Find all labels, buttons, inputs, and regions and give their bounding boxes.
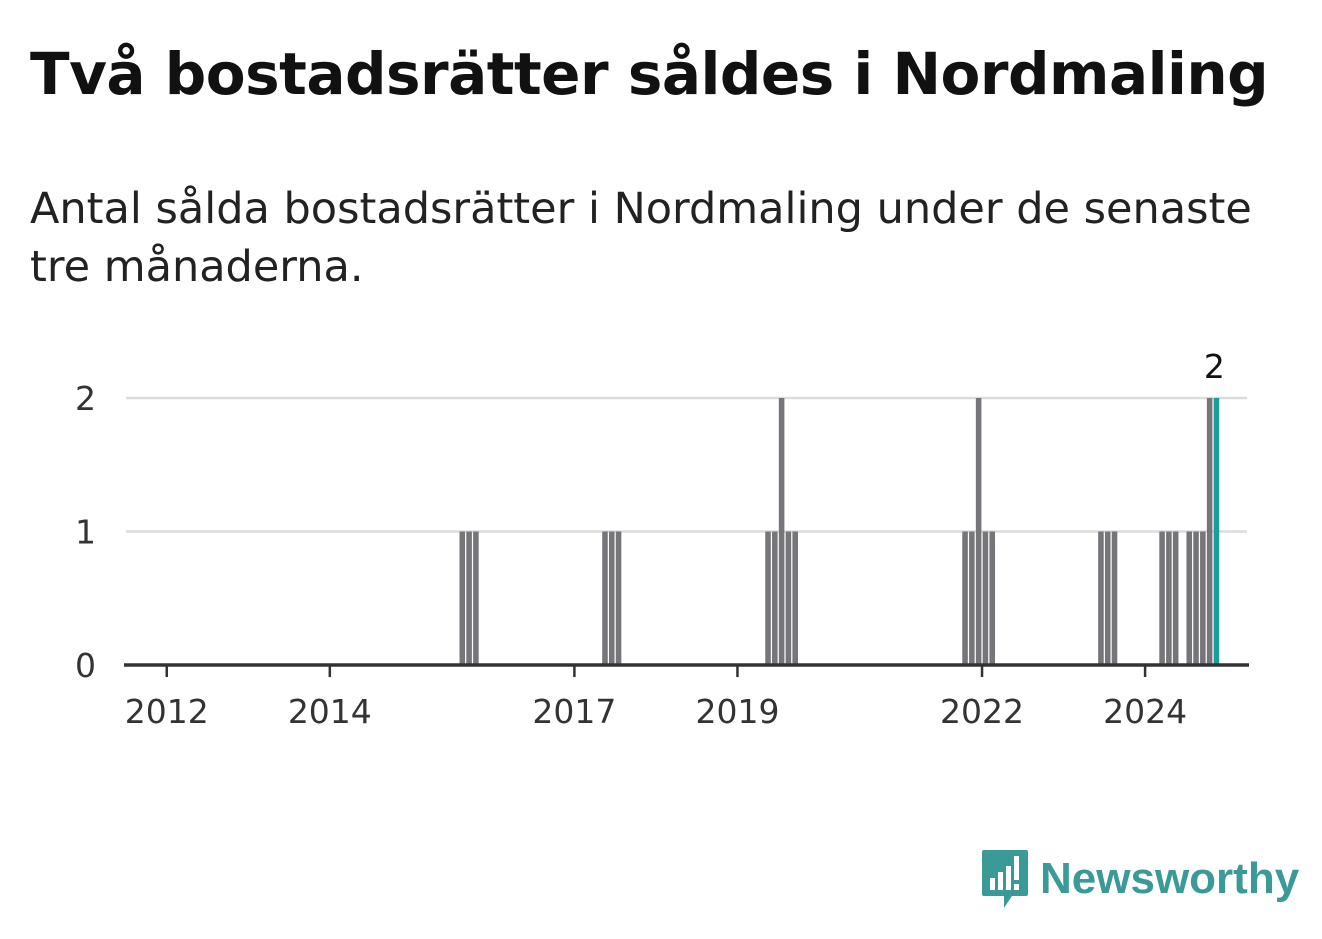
x-tick-label: 2024 (1103, 692, 1187, 731)
bar (765, 531, 771, 665)
bar (778, 398, 785, 665)
tick-labels: 0 1 2 2 2012 2014 2017 2019 2022 2024 (75, 347, 1225, 731)
bar (1200, 531, 1206, 665)
bar (466, 531, 472, 665)
bar (1206, 398, 1213, 665)
newsworthy-logo-icon (982, 850, 1028, 908)
bar (602, 531, 608, 665)
x-tick-label: 2014 (288, 692, 372, 731)
chart-subtitle: Antal sålda bostadsrätter i Nordmaling u… (30, 184, 1252, 292)
x-tick-label: 2022 (940, 692, 1024, 731)
bars (459, 398, 1220, 665)
bar (1166, 531, 1172, 665)
bar (1111, 531, 1118, 665)
gridlines (126, 396, 1247, 533)
bar (459, 531, 466, 665)
bar-highlight (1213, 398, 1220, 665)
y-tick-label: 1 (75, 513, 96, 552)
x-tick-label: 2019 (695, 692, 779, 731)
x-tick-label: 2012 (125, 692, 209, 731)
bar (608, 531, 615, 665)
bar (615, 531, 622, 665)
bar (982, 531, 989, 665)
brand-logo: Newsworthy (980, 848, 1299, 910)
bar (969, 531, 975, 665)
chart-title: Två bostadsrätter såldes i Nordmaling (30, 40, 1269, 108)
bar (1159, 531, 1165, 665)
brand-name: Newsworthy (1040, 854, 1300, 903)
y-tick-label: 0 (75, 646, 96, 685)
bar (792, 531, 798, 665)
bar-chart: 0 1 2 2 2012 2014 2017 2019 2022 2024 (75, 347, 1249, 731)
bar (1172, 531, 1179, 665)
bar (473, 531, 479, 665)
bar-value-label: 2 (1204, 347, 1225, 386)
bar (1193, 531, 1199, 665)
bar (989, 531, 996, 665)
axes (124, 663, 1249, 677)
bar (1098, 531, 1104, 665)
bar (1186, 531, 1193, 665)
x-tick-label: 2017 (532, 692, 616, 731)
bar (975, 398, 982, 665)
bar (1104, 531, 1111, 665)
y-tick-label: 2 (75, 379, 96, 418)
bar (785, 531, 792, 665)
bar (962, 531, 968, 665)
bar (772, 531, 778, 665)
